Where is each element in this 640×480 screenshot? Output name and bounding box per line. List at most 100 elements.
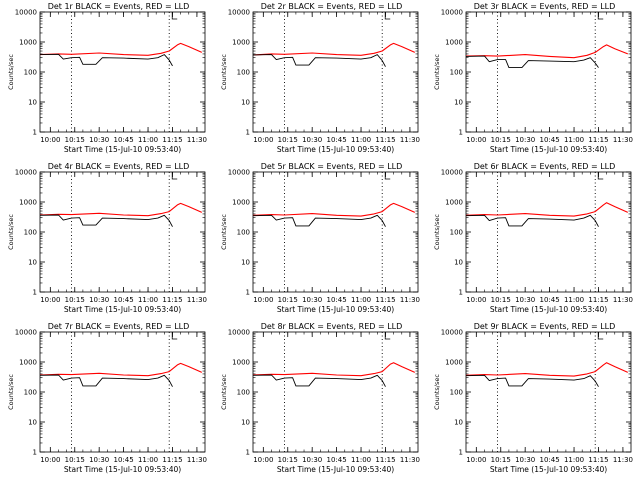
x-tick-label: 10:00 — [253, 296, 273, 304]
bracket-marker — [597, 12, 604, 20]
chart-panel-5: Det 5r BLACK = Events, RED = LLD Counts/s… — [220, 162, 420, 314]
lld-series-line — [252, 362, 416, 377]
y-tick-label: 10 — [454, 259, 463, 267]
chart-title: Det 6r BLACK = Events, RED = LLD — [474, 162, 616, 171]
chart-panel-9: Det 9r BLACK = Events, RED = LLD Counts/s… — [433, 322, 633, 474]
x-tick-label: 11:30 — [613, 296, 633, 304]
y-tick-label: 10 — [454, 99, 463, 107]
chart-title: Det 7r BLACK = Events, RED = LLD — [48, 322, 190, 331]
y-tick-label: 10 — [28, 99, 37, 107]
x-tick-label: 10:00 — [40, 456, 60, 464]
x-tick-label: 10:45 — [327, 136, 347, 144]
x-tick-label: 11:30 — [400, 456, 420, 464]
x-axis-label: Start Time (15-Jul-10 09:53:40) — [277, 465, 394, 474]
y-tick-label: 1 — [246, 289, 250, 297]
plot-frame — [252, 11, 419, 133]
y-tick-label: 1000 — [232, 39, 250, 47]
y-tick-label: 1 — [459, 289, 463, 297]
x-axis-label: Start Time (15-Jul-10 09:53:40) — [490, 145, 607, 154]
bracket-marker — [597, 172, 604, 180]
events-series-line — [252, 54, 386, 67]
bracket-marker — [384, 332, 391, 340]
x-tick-label: 10:45 — [114, 456, 134, 464]
x-tick-label: 10:15 — [65, 296, 85, 304]
events-series-line — [465, 214, 599, 227]
y-tick-label: 1 — [33, 129, 37, 137]
x-axis-label: Start Time (15-Jul-10 09:53:40) — [277, 305, 394, 314]
x-tick-label: 10:30 — [515, 296, 535, 304]
events-series-line — [252, 214, 386, 227]
x-tick-label: 11:15 — [162, 456, 182, 464]
x-tick-label: 11:30 — [613, 136, 633, 144]
x-tick-label: 10:15 — [491, 296, 511, 304]
x-tick-label: 11:15 — [375, 136, 395, 144]
chart-title: Det 4r BLACK = Events, RED = LLD — [48, 162, 190, 171]
chart-panel-3: Det 3r BLACK = Events, RED = LLD Counts/s… — [433, 2, 633, 154]
lld-series-line — [465, 362, 629, 377]
y-tick-label: 10000 — [15, 169, 37, 177]
bracket-marker — [171, 172, 178, 180]
x-tick-label: 10:30 — [89, 296, 109, 304]
x-tick-label: 10:15 — [491, 456, 511, 464]
y-tick-label: 1 — [33, 449, 37, 457]
x-tick-label: 11:00 — [564, 456, 584, 464]
plot-frame — [465, 171, 632, 293]
chart-title: Det 9r BLACK = Events, RED = LLD — [474, 322, 616, 331]
y-axis-label: Counts/sec — [7, 54, 15, 90]
y-tick-label: 1 — [246, 129, 250, 137]
x-tick-label: 11:00 — [138, 136, 158, 144]
lld-series-line — [465, 44, 629, 59]
lld-series-line — [252, 42, 416, 56]
y-tick-label: 1000 — [19, 39, 37, 47]
x-tick-label: 10:45 — [540, 456, 560, 464]
y-axis-label: Counts/sec — [220, 374, 228, 410]
y-axis-label: Counts/sec — [7, 214, 15, 250]
x-tick-label: 10:00 — [466, 456, 486, 464]
y-tick-label: 1000 — [445, 199, 463, 207]
y-tick-label: 10000 — [441, 9, 463, 17]
bracket-marker — [597, 332, 604, 340]
x-tick-label: 10:30 — [302, 296, 322, 304]
chart-panel-8: Det 8r BLACK = Events, RED = LLD Counts/s… — [220, 322, 420, 474]
y-tick-label: 10 — [241, 259, 250, 267]
x-tick-label: 11:30 — [613, 456, 633, 464]
x-tick-label: 11:00 — [564, 136, 584, 144]
x-tick-label: 11:00 — [564, 296, 584, 304]
events-series-line — [252, 374, 386, 387]
x-tick-label: 10:15 — [278, 296, 298, 304]
x-tick-label: 11:30 — [187, 136, 207, 144]
lld-series-line — [252, 202, 416, 217]
y-tick-label: 10 — [241, 99, 250, 107]
y-tick-label: 1000 — [445, 359, 463, 367]
x-tick-label: 11:15 — [588, 296, 608, 304]
y-tick-label: 1000 — [445, 39, 463, 47]
x-tick-label: 10:30 — [302, 136, 322, 144]
events-series-line — [39, 374, 173, 387]
x-tick-label: 11:15 — [162, 296, 182, 304]
y-tick-label: 10000 — [441, 329, 463, 337]
y-axis-label: Counts/sec — [433, 374, 441, 410]
x-tick-label: 11:00 — [351, 136, 371, 144]
y-tick-label: 1000 — [19, 359, 37, 367]
x-axis-label: Start Time (15-Jul-10 09:53:40) — [64, 305, 181, 314]
y-tick-label: 10 — [28, 419, 37, 427]
plot-frame — [39, 11, 206, 133]
lld-series-line — [39, 202, 203, 217]
x-tick-label: 10:15 — [278, 456, 298, 464]
chart-panel-4: Det 4r BLACK = Events, RED = LLD Counts/s… — [7, 162, 207, 314]
y-tick-label: 1000 — [19, 199, 37, 207]
chart-panel-6: Det 6r BLACK = Events, RED = LLD Counts/s… — [433, 162, 633, 314]
bracket-marker — [384, 12, 391, 20]
plot-frame — [465, 331, 632, 453]
x-tick-label: 10:15 — [491, 136, 511, 144]
x-tick-label: 10:30 — [302, 456, 322, 464]
y-tick-label: 1 — [459, 129, 463, 137]
y-tick-label: 100 — [24, 69, 37, 77]
y-tick-label: 10000 — [228, 9, 250, 17]
x-tick-label: 10:15 — [65, 456, 85, 464]
x-tick-label: 11:00 — [138, 296, 158, 304]
y-tick-label: 10 — [28, 259, 37, 267]
y-tick-label: 100 — [24, 389, 37, 397]
x-tick-label: 11:00 — [351, 456, 371, 464]
